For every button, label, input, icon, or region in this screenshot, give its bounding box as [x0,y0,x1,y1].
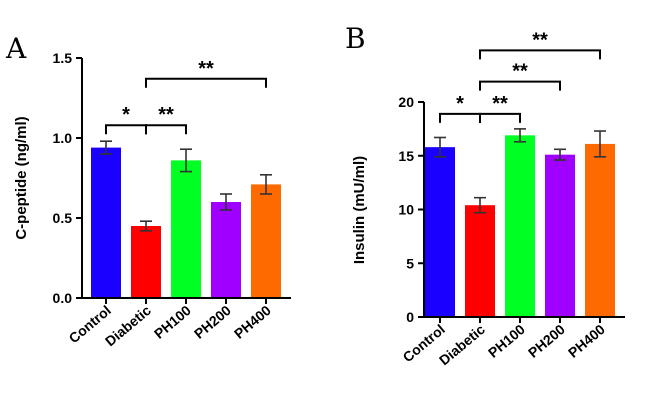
error-bar-control [100,140,112,155]
y-tick-label: 0 [406,309,414,325]
bar-ph200 [211,202,241,298]
bar-ph400 [585,143,615,317]
panel-a-c-peptide-chart: A0.00.51.01.5ControlDiabeticPH100PH200PH… [5,32,291,349]
panel-b-insulin-chart: B05101520ControlDiabeticPH100PH200PH400I… [345,22,625,368]
significance-label: * [122,104,130,126]
error-bar-diabetic [474,196,486,214]
significance-bracket: ** [145,104,187,135]
bar-ph100 [505,135,535,317]
significance-label: ** [532,29,548,51]
y-axis-title: Insulin (mU/ml) [351,156,368,264]
error-bar-ph100 [514,128,526,143]
y-tick-label: 0.5 [53,210,73,226]
y-tick-label: 0.0 [53,290,73,306]
y-tick-label: 20 [398,94,414,110]
significance-bracket: * [105,104,147,135]
bar-control [425,147,455,317]
y-tick-label: 1.5 [53,50,73,66]
error-bar-ph200 [220,193,232,211]
x-tick-label-diabetic: Diabetic [436,321,488,368]
error-bar-ph400 [594,130,606,158]
bar-diabetic [131,226,161,298]
panel-letter-a: A [5,32,27,65]
error-bar-control [434,136,446,158]
x-tick-label-ph100: PH100 [151,302,194,342]
x-tick-label-ph400: PH400 [565,321,608,361]
significance-label: * [456,93,464,115]
error-bar-ph200 [554,148,566,161]
significance-label: ** [198,58,214,80]
error-bar-ph100 [180,148,192,173]
x-tick-label-ph200: PH200 [191,302,234,342]
significance-label: ** [158,104,174,126]
panel-letter-b: B [345,22,366,55]
significance-label: ** [512,61,528,83]
y-axis-title: C-peptide (ng/ml) [13,116,30,239]
y-tick-label: 1.0 [53,130,73,146]
significance-bracket: * [439,93,481,123]
error-bar-diabetic [140,220,152,232]
error-bar-ph400 [260,174,272,195]
y-tick-label: 5 [406,255,414,271]
significance-label: ** [492,93,508,115]
bar-diabetic [465,205,495,317]
y-tick-label: 15 [398,148,414,164]
x-tick-label-ph100: PH100 [485,321,528,361]
significance-bracket: ** [479,29,601,60]
x-tick-label-ph400: PH400 [231,302,274,342]
y-tick-label: 10 [398,202,414,218]
bar-ph100 [171,160,201,298]
significance-bracket: ** [479,93,521,123]
bar-ph400 [251,184,281,298]
bar-ph200 [545,154,575,317]
x-tick-label-ph200: PH200 [525,321,568,361]
bar-control [91,147,121,298]
significance-bracket: ** [145,58,267,88]
significance-bracket: ** [479,61,561,91]
x-tick-label-diabetic: Diabetic [102,302,154,349]
